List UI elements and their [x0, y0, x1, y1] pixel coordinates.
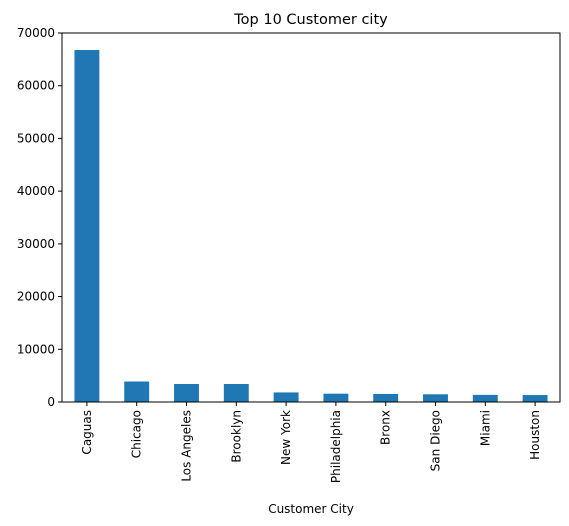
x-tick-label: Bronx	[379, 410, 393, 445]
y-tick-label: 10000	[17, 342, 55, 356]
bar-brooklyn	[223, 384, 249, 402]
bar-miami	[472, 394, 498, 402]
bar-new-york	[273, 392, 299, 402]
bar-chicago	[124, 381, 150, 402]
bar-caguas	[74, 50, 100, 403]
y-tick-label: 60000	[17, 79, 55, 93]
chart-title: Top 10 Customer city	[233, 12, 388, 28]
bar-houston	[522, 395, 548, 402]
y-axis: 0 10000 20000 30000 40000 50000 60000 70000	[17, 26, 62, 409]
y-tick-label: 0	[47, 395, 55, 409]
x-tick-label: Houston	[528, 410, 542, 460]
y-tick-label: 70000	[17, 26, 55, 40]
x-tick-label: Chicago	[130, 410, 144, 458]
x-tick-label: Miami	[478, 410, 492, 446]
x-tick-label: Los Angeles	[180, 410, 194, 482]
x-tick-label: Caguas	[80, 410, 94, 455]
x-tick-label: Brooklyn	[229, 410, 243, 463]
x-tick-label: Philadelphia	[329, 410, 343, 483]
x-axis-title: Customer City	[268, 502, 354, 516]
y-tick-label: 50000	[17, 131, 55, 145]
bar-los-angeles	[174, 383, 199, 402]
y-tick-label: 20000	[17, 290, 55, 304]
y-tick-label: 30000	[17, 237, 55, 251]
x-axis: Caguas Chicago Los Angeles Brooklyn New York…	[80, 402, 542, 483]
bar-san-diego	[423, 394, 448, 402]
x-tick-label: San Diego	[429, 410, 443, 471]
bar-philadelphia	[323, 393, 349, 402]
bars-group	[74, 50, 548, 403]
x-tick-label: New York	[279, 410, 293, 465]
y-tick-label: 40000	[17, 184, 55, 198]
plot-frame	[61, 32, 561, 403]
bar-bronx	[373, 393, 399, 402]
